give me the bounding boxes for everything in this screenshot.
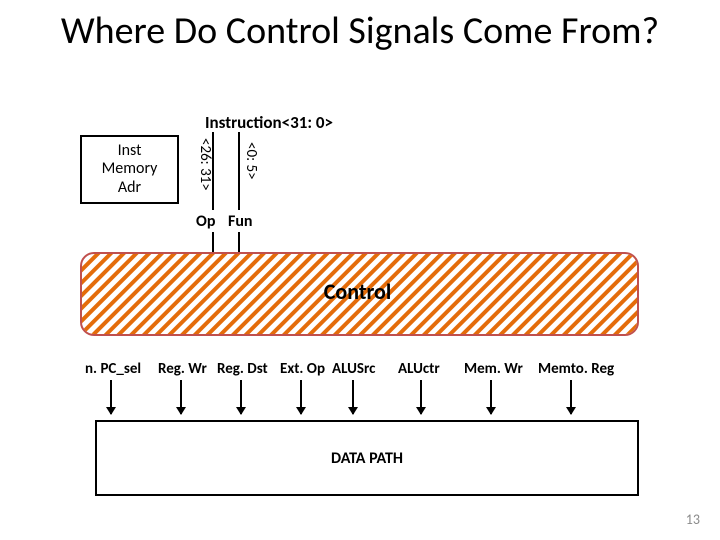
bitrange-fun: <0: 5> xyxy=(242,142,260,180)
signal-arrow xyxy=(300,380,302,414)
signal-arrow xyxy=(352,380,354,414)
datapath-box: DATA PATH xyxy=(95,420,639,496)
signal-label: ALUSrc xyxy=(332,360,375,378)
signal-arrow xyxy=(420,380,422,414)
field-fun: Fun xyxy=(228,212,253,231)
signal-label: Memto. Reg xyxy=(538,360,614,378)
signal-label: Mem. Wr xyxy=(464,360,523,378)
signal-arrow xyxy=(490,380,492,414)
signal-label: Ext. Op xyxy=(280,360,325,378)
signal-arrow xyxy=(240,380,242,414)
field-op: Op xyxy=(196,212,215,231)
tap-line-fun xyxy=(238,132,240,210)
signal-label: Reg. Dst xyxy=(217,360,268,378)
inst-memory-line2: Memory xyxy=(82,160,177,178)
inst-memory-line3: Adr xyxy=(82,179,177,197)
connector-op xyxy=(212,232,214,252)
signal-arrow xyxy=(570,380,572,414)
signal-label: Reg. Wr xyxy=(158,360,207,378)
instruction-bus-label: Instruction<31: 0> xyxy=(205,112,333,133)
signal-label: n. PC_sel xyxy=(85,360,141,378)
signal-label: ALUctr xyxy=(398,360,440,378)
slide-title: Where Do Control Signals Come From? xyxy=(0,10,720,54)
signal-arrow xyxy=(110,380,112,414)
inst-memory-line1: Inst xyxy=(82,142,177,160)
inst-memory-box: Inst Memory Adr xyxy=(80,135,179,204)
control-label: Control xyxy=(80,278,635,305)
signal-arrow xyxy=(180,380,182,414)
bitrange-op: <26: 31> xyxy=(196,138,214,191)
datapath-label: DATA PATH xyxy=(331,449,403,468)
slide-number: 13 xyxy=(686,511,700,528)
connector-fun xyxy=(238,232,240,252)
